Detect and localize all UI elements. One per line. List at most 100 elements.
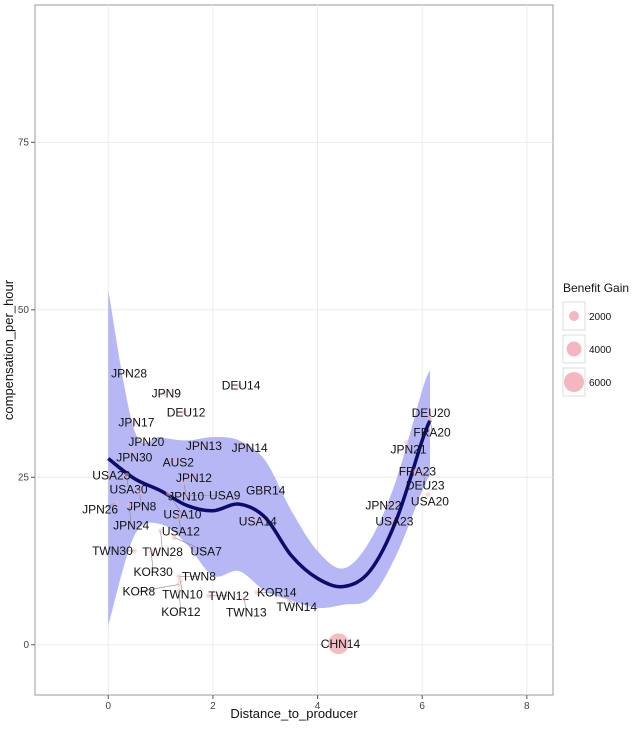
point-marker [286,597,292,603]
legend-bubble [564,372,584,392]
point-marker [328,633,349,655]
point-label: DEU23 [406,478,445,492]
point-marker [171,535,177,541]
point-marker [239,445,245,451]
point-marker [261,488,267,494]
point-label: USA7 [191,545,223,559]
point-marker [189,475,195,481]
point-marker [124,370,130,376]
point-label: FRA23 [399,464,437,478]
y-tick-label: 50 [18,305,30,316]
point-marker [165,490,171,496]
point-label: USA23 [375,514,413,528]
point-label: TWN10 [162,587,203,601]
point-marker [176,588,182,594]
point-label: TWN14 [276,600,317,614]
legend: Benefit Gain 2000 4000 6000 [562,281,629,397]
point-label: JPN13 [186,439,222,453]
point-label: USA12 [162,524,200,538]
point-label: JPN17 [118,415,154,429]
point-marker [137,490,143,496]
x-tick-label: 4 [315,701,321,712]
point-label: DEU12 [167,405,206,419]
point-marker [173,460,179,466]
point-marker [141,439,147,445]
label-leader-line [160,530,163,552]
point-label: TWN30 [92,544,133,558]
point-marker [390,502,396,508]
point-marker [181,409,187,415]
legend-label: 6000 [589,378,612,389]
point-label: KOR14 [257,586,297,600]
point-marker [176,514,182,520]
point-marker [131,548,137,554]
point-label: KOR8 [123,584,156,598]
point-label: TWN13 [226,606,267,620]
point-marker [161,391,167,397]
point-marker [106,472,112,478]
x-tick-label: 8 [524,701,530,712]
point-marker [199,443,205,449]
point-label: DEU14 [222,379,261,393]
label-leader-line [150,550,154,572]
point-marker [131,419,137,425]
point-label: USA28 [92,468,130,482]
point-marker [113,500,119,506]
point-label: JPN28 [111,366,147,380]
point-marker [177,577,183,583]
point-label: JPN22 [365,498,401,512]
label-leader-line [174,537,207,552]
point-label: DEU20 [412,406,451,420]
legend-label: 2000 [589,312,612,323]
legend-title: Benefit Gain [563,281,629,295]
point-label: USA30 [110,482,148,496]
x-tick-label: 6 [419,701,425,712]
legend-bubble [569,311,579,321]
point-marker [129,447,135,453]
legend-bubble [566,341,582,357]
point-marker [181,480,187,486]
y-tick-label: 0 [23,640,29,651]
confidence-band [108,290,431,626]
point-label: JPN30 [116,450,152,464]
point-label: TWN28 [142,545,183,559]
point-marker [389,518,395,524]
point-marker [427,415,433,421]
y-axis-label: compensation_per_hour [1,279,16,420]
y-tick-label: 25 [18,472,30,483]
point-label: KOR30 [133,565,173,579]
point-label: JPN8 [127,500,157,514]
label-leader-line [99,502,117,511]
point-label: USA9 [209,488,241,502]
point-marker [184,492,190,498]
x-axis-label: Distance_to_producer [230,706,358,721]
point-label: JPN9 [152,387,182,401]
point-label: AUS2 [163,456,195,470]
point-marker [206,593,212,599]
point-marker [241,596,247,602]
label-leader-line [168,493,183,515]
point-label: JPN26 [82,503,118,517]
point-marker [176,581,182,587]
point-marker [236,383,242,389]
point-marker [412,468,418,474]
point-label: TWN12 [208,589,249,603]
point-marker [403,439,409,445]
point-marker [124,472,130,478]
point-marker [426,410,432,416]
point-label: GBR14 [246,484,286,498]
label-leader-line [138,584,179,592]
smooth-line [107,419,432,589]
point-label: USA14 [239,514,277,528]
point-label: JPN24 [113,519,149,533]
label-leader-line [178,591,182,613]
point-label: USA10 [163,507,201,521]
point-label: FRA20 [413,425,451,439]
ticks: 0 2 4 6 8 0 25 50 75 [18,137,530,712]
point-marker [254,590,260,596]
label-leader-line [128,504,132,526]
point-marker [158,528,164,534]
point-marker [176,573,182,579]
point-label: JPN14 [232,441,268,455]
